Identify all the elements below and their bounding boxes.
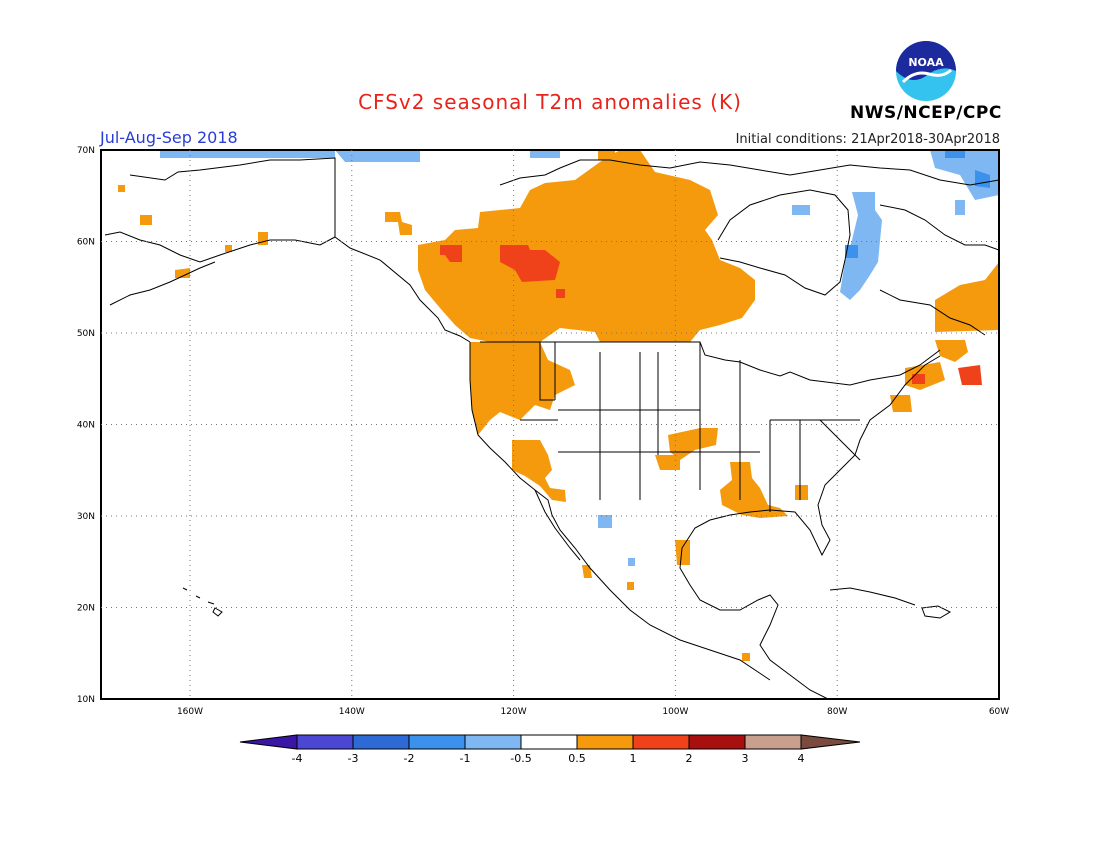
lon-tick-label: 140W [339, 707, 365, 717]
lon-tick-label: 100W [662, 707, 688, 717]
canada-warm-core [500, 245, 560, 282]
alaska-warm-patch [118, 185, 125, 192]
mexico-warm-patch [582, 565, 592, 578]
colorbar-tick-label: -2 [404, 752, 415, 765]
colorbar-swatch [744, 734, 802, 750]
lat-tick-label: 10N [77, 695, 95, 705]
colorbar-tick-label: -3 [348, 752, 359, 765]
hawaii [182, 587, 223, 617]
lon-tick-label: 160W [177, 707, 203, 717]
pacific-nw-warm [470, 342, 575, 435]
colorbar-swatch [408, 734, 466, 750]
colorbar-tick-label: -0.5 [510, 752, 531, 765]
lat-tick-label: 50N [77, 329, 95, 339]
arctic-coast-cool [930, 150, 999, 200]
mexico-cool-patch [598, 515, 612, 528]
colorbar-swatch [464, 734, 522, 750]
mexico-west-coast [551, 514, 771, 681]
hudson-bay-cool-strong [845, 245, 858, 258]
colorbar-tick-label: 3 [742, 752, 749, 765]
state-lines [520, 342, 861, 512]
alaska-warm-patch [140, 215, 152, 225]
alaska-warm-patch [225, 245, 232, 252]
lat-tick-label: 70N [77, 146, 95, 156]
hispaniola [921, 605, 952, 619]
arctic-coast-cool [530, 150, 560, 158]
canada-warm-patch [385, 212, 412, 235]
hudson-bay-coast [717, 189, 851, 296]
colorbar-swatch [520, 734, 578, 750]
colorbar-swatch [296, 734, 354, 750]
lat-tick-label: 40N [77, 421, 95, 431]
maritimes-warm-core [912, 374, 925, 384]
labrador-cool [955, 200, 965, 215]
arctic-coast-cool [160, 150, 335, 158]
plains-warm [655, 455, 680, 470]
colorbar-tick-label: 2 [686, 752, 693, 765]
colorbar-swatch [352, 734, 410, 750]
southwest-warm [512, 440, 566, 502]
lat-tick-label: 30N [77, 512, 95, 522]
arctic-coast-cool [335, 150, 420, 162]
arctic-islands [499, 159, 999, 186]
lon-tick-label: 80W [827, 707, 847, 717]
coastlines [104, 157, 999, 699]
alaska-south-coast [104, 231, 336, 263]
colorbar-swatch [576, 734, 634, 750]
baja-california [534, 489, 581, 561]
lat-tick-label: 60N [77, 238, 95, 248]
canada-warm-core-small [556, 289, 565, 298]
mexico-warm-patch [627, 582, 634, 590]
alaska-warm-patch [258, 232, 268, 245]
labrador-coast [879, 204, 999, 251]
season-label: Jul-Aug-Sep 2018 [100, 128, 238, 147]
us-west-coast [469, 342, 553, 516]
aleutian-chain [109, 261, 216, 306]
gulf-st-lawrence [879, 289, 986, 336]
colorbar-tick-label: 0.5 [568, 752, 586, 765]
canada-warm-main [418, 150, 755, 345]
lat-tick-label: 20N [77, 604, 95, 614]
gulf-coast-warm-patch [795, 485, 808, 500]
colorbar-tick-label: -1 [460, 752, 471, 765]
colorbar-tick-label: -4 [292, 752, 303, 765]
colorbar-tick-label: 1 [630, 752, 637, 765]
canada-warm-patch [598, 150, 615, 160]
us-east-coast [679, 355, 941, 699]
axis-labels: 10N 20N 30N 40N 50N 60N 70N 160W 140W 120W 100W 80W… [77, 146, 1009, 717]
texas-coast-warm [675, 540, 690, 565]
alaska-warm-patch [175, 268, 190, 278]
cuba [829, 587, 916, 606]
colorbar-high-arrow [800, 734, 861, 750]
colorbar-low-arrow [239, 734, 298, 750]
maritimes-warm-core [958, 365, 982, 385]
colorbar-swatch [632, 734, 690, 750]
noaa-logo-text: NOAA [908, 56, 944, 69]
chart-title: CFSv2 seasonal T2m anomalies (K) [358, 90, 742, 114]
canada-warm-core-small [440, 245, 462, 262]
arctic-coast-cool-strong [945, 150, 965, 158]
colorbar-tick-label: 4 [798, 752, 805, 765]
agency-label: NWS/NCEP/CPC [850, 103, 1002, 123]
central-america-warm-patch [742, 653, 750, 661]
colorbar: -4 -3 -2 -1 -0.5 0.5 1 2 3 4 [239, 734, 861, 765]
lon-tick-label: 120W [501, 707, 527, 717]
maritimes-warm [935, 262, 999, 332]
hudson-bay-cool [792, 205, 810, 215]
us-canada-border [480, 341, 941, 386]
hudson-bay-cool [840, 192, 882, 300]
colorbar-swatch [688, 734, 746, 750]
initial-conditions-label: Initial conditions: 21Apr2018-30Apr2018 [735, 132, 1000, 147]
maritimes-warm [935, 340, 968, 362]
new-england-warm [890, 395, 912, 412]
mexico-cool-patch [628, 558, 635, 566]
gulf-coast-warm [720, 462, 788, 518]
anomaly-shading [118, 150, 999, 661]
noaa-logo: NOAA [896, 41, 956, 101]
lon-tick-label: 60W [989, 707, 1009, 717]
